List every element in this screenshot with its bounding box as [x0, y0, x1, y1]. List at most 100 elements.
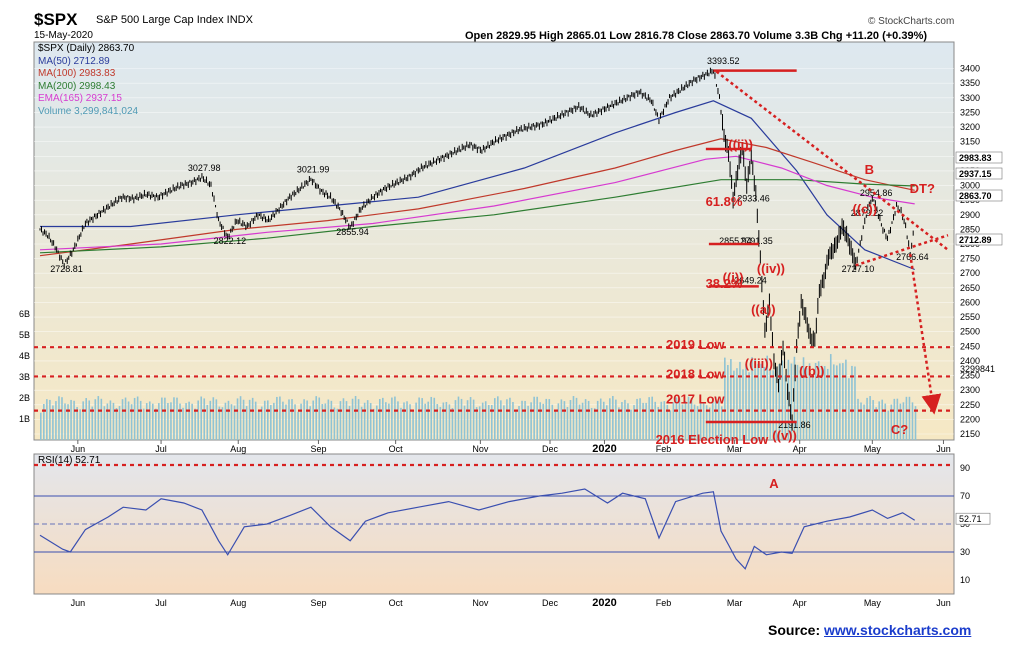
wave-annotation: DT? — [910, 181, 935, 196]
volume-bar — [724, 357, 726, 440]
volume-bar — [609, 398, 611, 440]
price-tick-label: 2700 — [960, 268, 980, 278]
volume-bar — [382, 397, 384, 440]
volume-bar — [839, 363, 841, 440]
volume-bar — [58, 396, 60, 440]
volume-bar — [633, 405, 635, 440]
volume-bar — [263, 400, 266, 440]
volume-bar — [151, 403, 154, 440]
volume-bar — [248, 399, 251, 440]
volume-bar — [463, 405, 466, 440]
volume-bar — [669, 410, 672, 440]
x-tick-label: Jun — [936, 444, 951, 454]
volume-bar — [321, 404, 324, 440]
volume-tick-label: 6B — [19, 309, 30, 319]
volume-bar — [769, 369, 772, 440]
volume-bar — [354, 395, 357, 440]
volume-bar — [781, 360, 784, 440]
volume-bar — [394, 396, 396, 440]
volume-bar — [433, 397, 436, 440]
volume-bar — [242, 399, 245, 440]
rsi-value-label: 52.71 — [959, 514, 982, 524]
volume-bar — [829, 354, 832, 440]
volume-bar — [512, 401, 514, 440]
volume-bar — [832, 364, 835, 440]
volume-bar — [808, 363, 811, 440]
volume-bar — [378, 399, 381, 440]
volume-bar — [590, 407, 593, 440]
volume-bar — [575, 397, 578, 440]
price-point-label: 2728.81 — [50, 264, 83, 274]
price-tick-label: 2550 — [960, 312, 980, 322]
x-tick-label: Oct — [389, 444, 404, 454]
volume-bar — [427, 401, 430, 440]
price-point-label: 2649.24 — [734, 275, 767, 285]
volume-bar — [848, 378, 850, 440]
volume-bar — [578, 404, 581, 440]
rsi-line — [39, 488, 916, 570]
volume-bar — [845, 359, 847, 440]
price-tick-label: 2300 — [960, 385, 980, 395]
volume-bar — [908, 396, 911, 440]
volume-bar — [366, 400, 369, 440]
volume-bar — [315, 396, 318, 440]
volume-bar — [702, 402, 705, 440]
volume-bar — [672, 402, 675, 440]
volume-bar — [902, 402, 905, 440]
volume-bar — [372, 408, 375, 440]
volume-bar — [236, 398, 239, 440]
volume-bar — [899, 403, 902, 440]
price-tick-label: 2650 — [960, 283, 980, 293]
price-point-label: 2191.86 — [778, 420, 811, 430]
volume-bar — [506, 399, 508, 440]
price-tick-label: 3350 — [960, 78, 980, 88]
volume-bar — [696, 406, 699, 440]
volume-bar — [814, 362, 817, 440]
volume-bar — [872, 400, 874, 440]
wave-annotation: ((v)) — [772, 428, 797, 443]
x-tick-label: Jul — [155, 444, 167, 454]
volume-bar — [218, 406, 221, 440]
target-arrow — [908, 253, 942, 415]
right-value-box — [955, 233, 1003, 246]
volume-bar — [896, 398, 899, 440]
x-tick-label: Oct — [389, 598, 404, 608]
volume-bar — [209, 400, 212, 440]
volume-bar — [145, 403, 148, 440]
volume-bar — [64, 403, 66, 440]
price-tick-label: 2600 — [960, 297, 980, 307]
volume-bar — [757, 363, 759, 440]
wave-annotation: A — [769, 476, 779, 491]
volume-bar — [884, 403, 887, 440]
volume-bar — [599, 398, 602, 440]
volume-bar — [369, 403, 372, 440]
volume-bar — [548, 399, 551, 440]
x-tick-label: Sep — [310, 444, 326, 454]
volume-bar — [212, 397, 215, 440]
volume-bar — [503, 405, 505, 440]
volume-bar — [121, 399, 124, 440]
price-point-label: 2766.64 — [896, 252, 929, 262]
volume-bar — [790, 363, 793, 440]
volume-bar — [276, 396, 278, 440]
volume-bar — [754, 359, 756, 440]
legend-ma100: MA(100) 2983.83 — [38, 68, 116, 80]
volume-bar — [312, 400, 314, 440]
right-value-box — [955, 167, 1003, 180]
price-tick-label: 3150 — [960, 137, 980, 147]
wave-annotation: 2017 Low — [666, 391, 725, 406]
x-tick-label: Jun — [936, 598, 951, 608]
volume-bar — [233, 405, 236, 440]
price-point-label: 2727.10 — [842, 264, 875, 274]
source-link[interactable]: www.stockcharts.com — [824, 622, 972, 638]
price-point-label: 3393.52 — [707, 56, 740, 66]
x-tick-label: Nov — [472, 444, 489, 454]
volume-bar — [527, 405, 529, 440]
x-tick-label: Apr — [793, 444, 807, 454]
volume-bar — [472, 399, 475, 440]
price-point-label: 2822.12 — [214, 236, 247, 246]
volume-bar — [130, 404, 133, 440]
volume-bar — [687, 396, 690, 440]
chart-symbol: $SPX — [34, 10, 78, 29]
wave-annotation: ((a)) — [751, 302, 776, 317]
